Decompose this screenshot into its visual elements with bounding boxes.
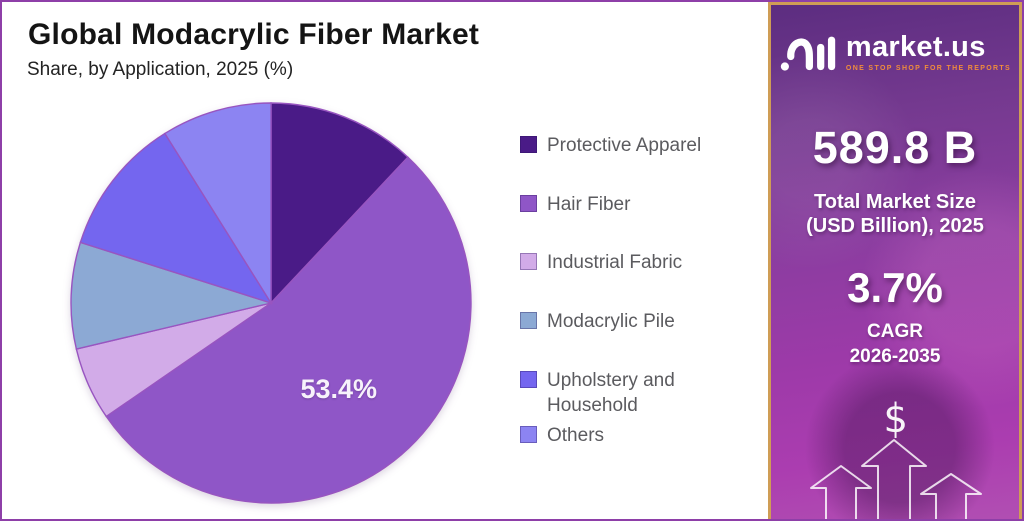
- dollar-icon: $: [882, 396, 908, 442]
- legend-item-others: Others: [520, 423, 745, 449]
- pie-data-label: 53.4%: [301, 374, 378, 404]
- brand-name: market.us: [845, 30, 986, 63]
- marketus-logo-icon: [780, 36, 836, 71]
- market-size-label: Total Market Size (USD Billion), 2025: [806, 191, 984, 237]
- legend-label: Protective Apparel: [547, 135, 702, 156]
- legend-label: Hair Fiber: [547, 193, 631, 215]
- legend-label: Industrial Fabric: [547, 252, 683, 274]
- market-size-value: 589.8 B: [812, 122, 978, 173]
- pie-slice-upholstery-and-household: [79, 132, 273, 305]
- legend-item-hair-fiber: Hair Fiber: [520, 192, 745, 218]
- pie-slice-hair-fiber: [105, 156, 472, 504]
- legend-swatch: [520, 311, 537, 329]
- legend-item-industrial-fabric: Industrial Fabric: [520, 250, 745, 276]
- chart-legend: Protective Apparel Hair Fiber Industrial F…: [520, 133, 745, 448]
- cagr-value: 3.7%: [847, 264, 943, 311]
- legend-swatch: [520, 136, 537, 153]
- page-title: Global Modacrylic Fiber Market: [28, 18, 480, 51]
- legend-item-upholstery-and-household: Upholstery and Household: [520, 368, 745, 419]
- legend-label: Upholstery and Household: [547, 369, 675, 417]
- brand-panel: market.us ONE STOP SHOP FOR THE REPORTS …: [768, 2, 1022, 519]
- growth-arrows-icon: [810, 439, 982, 519]
- pie-chart: 53.4%: [70, 102, 472, 504]
- legend-item-protective-apparel: Protective Apparel: [520, 133, 745, 159]
- legend-swatch: [520, 425, 537, 443]
- legend-item-modacrylic-pile: Modacrylic Pile: [520, 309, 745, 335]
- pie-slice-protective-apparel: [270, 102, 409, 305]
- brand-tagline: ONE STOP SHOP FOR THE REPORTS: [845, 64, 1012, 72]
- page-subtitle: Share, by Application, 2025 (%): [27, 59, 294, 80]
- brand-logo: market.us ONE STOP SHOP FOR THE REPORTS: [771, 29, 1019, 75]
- pie-slice-others: [163, 102, 272, 306]
- pie-slice-modacrylic-pile: [70, 241, 274, 350]
- legend-label: Modacrylic Pile: [547, 310, 675, 332]
- legend-swatch: [520, 253, 537, 271]
- legend-swatch: [520, 370, 537, 388]
- legend-swatch: [520, 194, 537, 212]
- legend-label: Others: [547, 424, 605, 446]
- cagr-label: CAGR 2026-2035: [849, 321, 941, 367]
